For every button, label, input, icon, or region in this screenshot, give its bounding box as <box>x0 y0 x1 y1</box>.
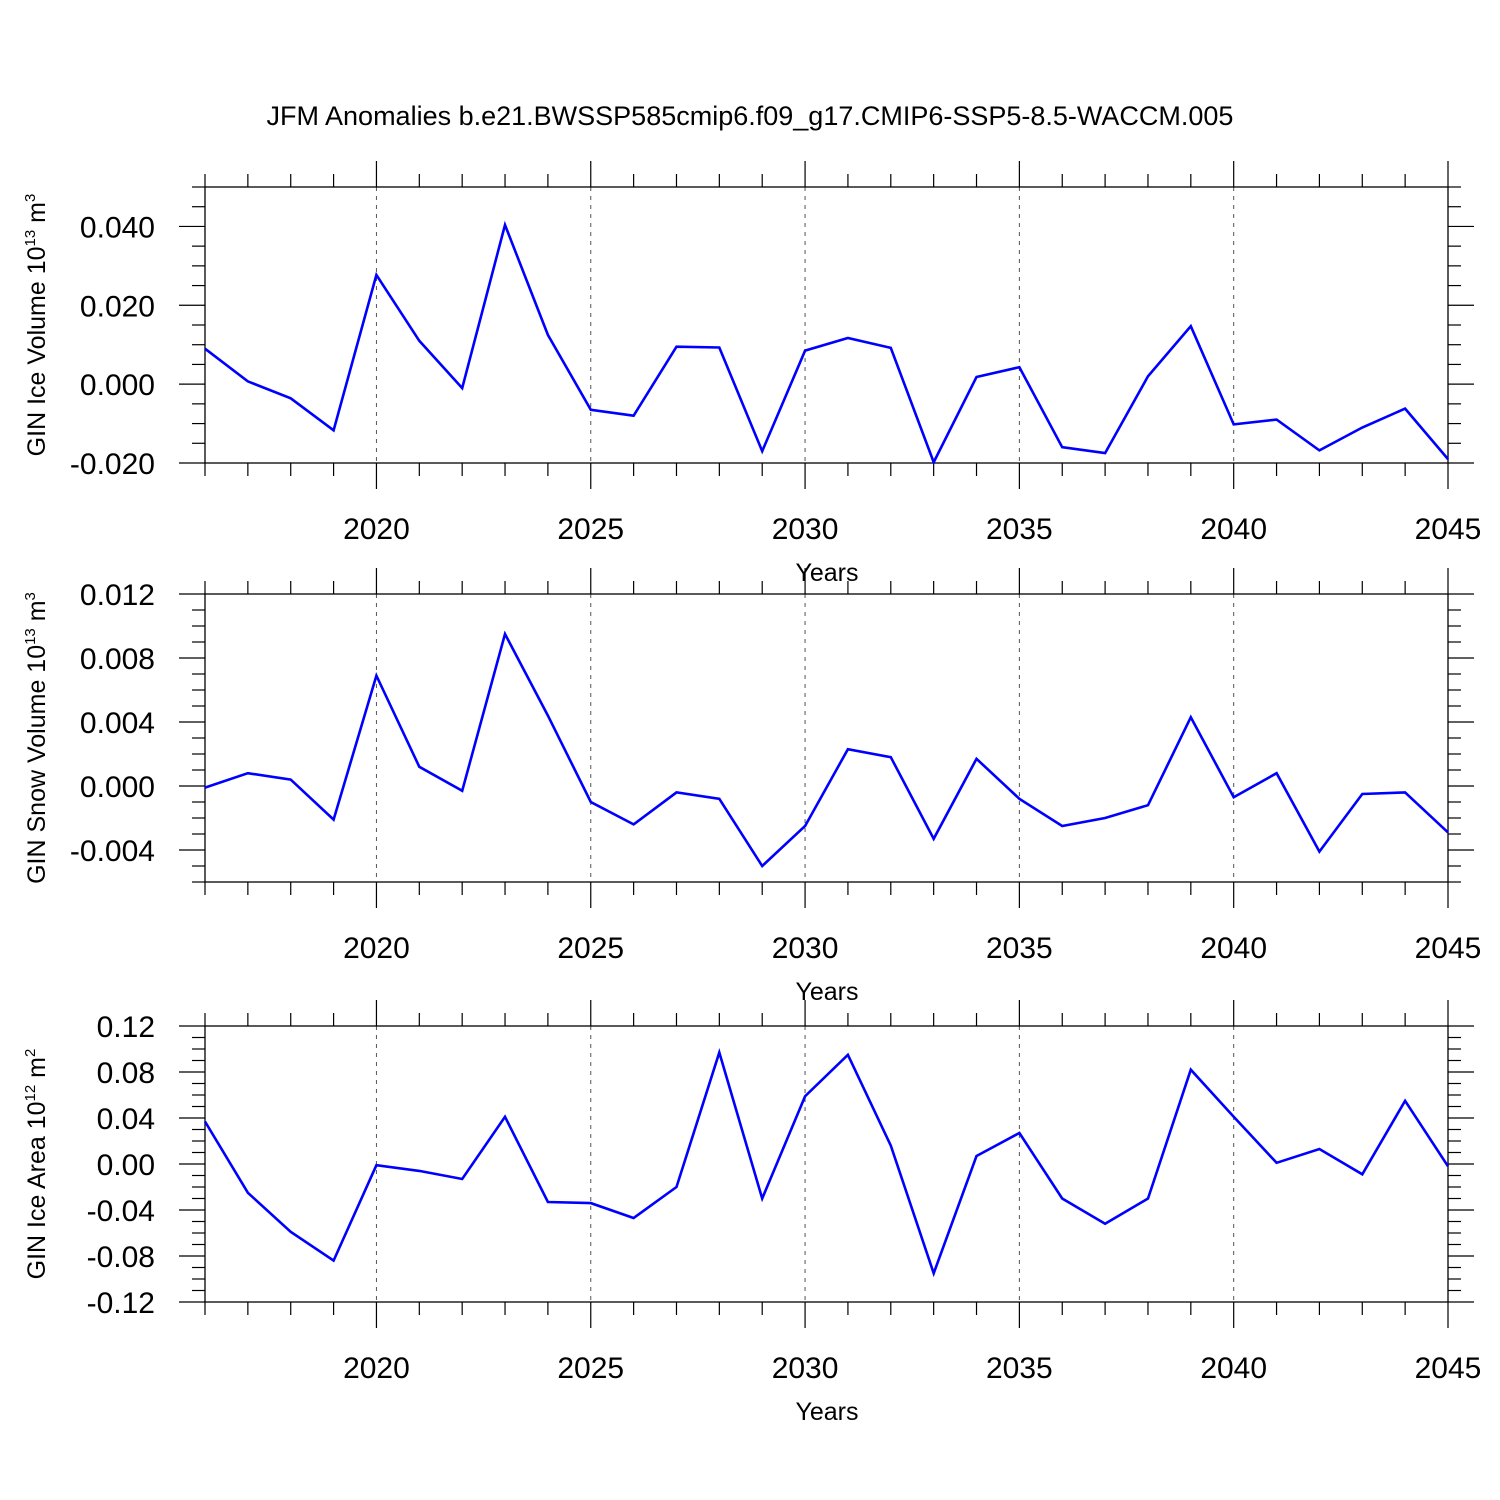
x-tick-label: 2030 <box>772 1352 839 1385</box>
y-tick-label: 0.12 <box>97 1011 155 1044</box>
figure-title: JFM Anomalies b.e21.BWSSP585cmip6.f09_g1… <box>267 101 1234 131</box>
x-axis-label: Years <box>795 978 858 1006</box>
panels-container: 0.040 0.020 0.000 -0.020 2020 2025 2030 2035 204… <box>22 161 1481 1426</box>
y-tick-label: 0.000 <box>80 369 155 402</box>
x-tick-label: 2025 <box>557 932 624 965</box>
x-tick-label: 2040 <box>1200 1352 1267 1385</box>
x-tick-label: 2045 <box>1415 1352 1482 1385</box>
x-tick-label: 2045 <box>1415 932 1482 965</box>
x-tick-label: 2020 <box>343 1352 410 1385</box>
y-tick-label: 0.04 <box>97 1103 155 1136</box>
x-axis-label: Years <box>795 1398 858 1426</box>
x-tick-label: 2025 <box>557 513 624 546</box>
series-line <box>203 1048 1450 1278</box>
x-tick-label: 2030 <box>772 932 839 965</box>
y-tick-label: -0.12 <box>87 1287 155 1320</box>
panel-2: 0.012 0.008 0.004 0.000 -0.004 2020 2025 2030 20… <box>22 568 1481 1006</box>
y-tick-label: 0.004 <box>80 707 155 740</box>
y-tick-label: -0.08 <box>87 1241 155 1274</box>
series-line <box>204 220 1449 466</box>
x-tick-label: 2035 <box>986 513 1053 546</box>
y-tick-label: 0.040 <box>80 211 155 244</box>
y-tick-label: -0.020 <box>70 448 155 481</box>
y-tick-label: 0.000 <box>80 771 155 804</box>
plot-frame <box>204 186 1449 464</box>
y-axis-label: GIN Ice Volume 1013 m3 <box>22 194 51 457</box>
x-tick-label: 2020 <box>343 932 410 965</box>
x-tick-label: 2035 <box>986 932 1053 965</box>
x-tick-label: 2020 <box>343 513 410 546</box>
y-tick-label: -0.04 <box>87 1195 155 1228</box>
plot-frame <box>204 1025 1449 1303</box>
y-tick-label: 0.00 <box>97 1149 155 1182</box>
x-tick-label: 2035 <box>986 1352 1053 1385</box>
x-tick-label: 2025 <box>557 1352 624 1385</box>
plot-frame <box>204 593 1449 883</box>
x-tick-label: 2040 <box>1200 513 1267 546</box>
x-tick-label: 2030 <box>772 513 839 546</box>
y-tick-label: 0.08 <box>97 1057 155 1090</box>
y-axis-label: GIN Ice Area 1012 m2 <box>22 1049 51 1280</box>
y-tick-label: 0.012 <box>80 579 155 612</box>
y-tick-label: -0.004 <box>70 835 155 868</box>
panel-1: 0.040 0.020 0.000 -0.020 2020 2025 2030 2035 204… <box>22 161 1481 587</box>
panel-3: 0.12 0.08 0.04 0.00 -0.04 -0.08 -0.12 2020 2025 2… <box>22 1000 1481 1426</box>
y-axis-label: GIN Snow Volume 1013 m3 <box>22 592 51 884</box>
y-tick-label: 0.008 <box>80 643 155 676</box>
series-line <box>204 630 1449 869</box>
x-tick-label: 2045 <box>1415 513 1482 546</box>
x-tick-label: 2040 <box>1200 932 1267 965</box>
y-tick-label: 0.020 <box>80 290 155 323</box>
